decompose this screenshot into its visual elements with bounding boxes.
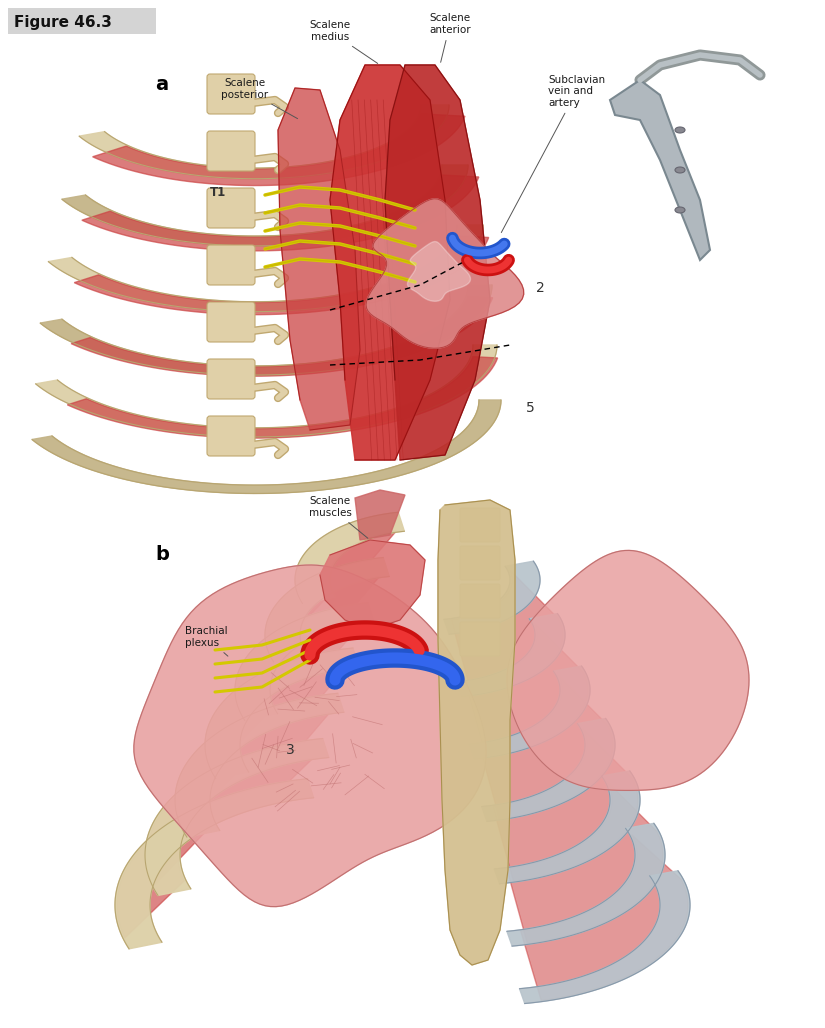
FancyBboxPatch shape <box>207 74 255 114</box>
FancyBboxPatch shape <box>460 622 500 656</box>
Text: Scalene
muscles: Scalene muscles <box>309 497 368 539</box>
Polygon shape <box>469 666 590 759</box>
Polygon shape <box>507 550 749 791</box>
Polygon shape <box>610 80 710 260</box>
Polygon shape <box>507 781 663 944</box>
Polygon shape <box>366 198 524 348</box>
Polygon shape <box>493 729 638 881</box>
Ellipse shape <box>675 127 685 133</box>
Polygon shape <box>408 242 470 301</box>
Ellipse shape <box>675 167 685 173</box>
Polygon shape <box>134 565 486 907</box>
FancyBboxPatch shape <box>460 546 500 580</box>
FancyBboxPatch shape <box>207 131 255 171</box>
Text: T1: T1 <box>210 185 226 198</box>
Polygon shape <box>521 835 688 1000</box>
Polygon shape <box>355 490 405 540</box>
Polygon shape <box>451 570 563 694</box>
FancyBboxPatch shape <box>207 188 255 228</box>
Polygon shape <box>71 296 493 376</box>
Polygon shape <box>456 614 565 697</box>
Polygon shape <box>147 712 329 885</box>
Polygon shape <box>92 114 465 185</box>
Polygon shape <box>35 345 497 437</box>
Text: Brachial
plexus: Brachial plexus <box>185 626 228 656</box>
Polygon shape <box>465 622 588 757</box>
Text: Figure 46.3: Figure 46.3 <box>14 14 112 30</box>
Text: 3: 3 <box>285 743 295 757</box>
Polygon shape <box>117 759 313 938</box>
FancyBboxPatch shape <box>460 584 500 618</box>
Polygon shape <box>520 871 690 1003</box>
Polygon shape <box>115 779 314 949</box>
Polygon shape <box>62 166 468 246</box>
Polygon shape <box>82 175 478 251</box>
FancyBboxPatch shape <box>207 245 255 285</box>
Polygon shape <box>68 357 497 438</box>
Polygon shape <box>265 557 389 662</box>
Polygon shape <box>278 88 360 430</box>
Polygon shape <box>237 577 380 712</box>
Polygon shape <box>74 235 488 315</box>
Polygon shape <box>320 540 425 630</box>
FancyBboxPatch shape <box>207 302 255 342</box>
Polygon shape <box>79 105 449 179</box>
Polygon shape <box>235 602 374 721</box>
FancyBboxPatch shape <box>460 508 500 542</box>
FancyBboxPatch shape <box>207 416 255 456</box>
Polygon shape <box>507 823 665 946</box>
Polygon shape <box>207 622 363 770</box>
Polygon shape <box>145 738 328 895</box>
Polygon shape <box>479 675 613 819</box>
Polygon shape <box>444 561 540 634</box>
Polygon shape <box>438 500 515 965</box>
Ellipse shape <box>675 207 685 213</box>
Polygon shape <box>330 65 450 460</box>
FancyBboxPatch shape <box>8 8 156 34</box>
Text: Scalene
medius: Scalene medius <box>309 21 378 64</box>
Text: Scalene
anterior: Scalene anterior <box>429 13 471 63</box>
Text: 2: 2 <box>535 281 545 295</box>
Text: Subclavian
vein and
artery: Subclavian vein and artery <box>502 75 605 232</box>
Text: 5: 5 <box>526 401 535 415</box>
Text: Scalene
posterior: Scalene posterior <box>221 78 298 118</box>
Polygon shape <box>385 65 490 460</box>
Polygon shape <box>32 400 501 493</box>
Polygon shape <box>482 719 615 821</box>
Polygon shape <box>175 693 344 837</box>
Polygon shape <box>205 648 359 778</box>
Polygon shape <box>267 531 396 655</box>
Polygon shape <box>40 285 492 375</box>
Polygon shape <box>177 667 346 828</box>
FancyBboxPatch shape <box>207 359 255 399</box>
Polygon shape <box>49 225 483 311</box>
Polygon shape <box>494 771 640 884</box>
Polygon shape <box>295 512 404 603</box>
Text: b: b <box>155 545 169 564</box>
Text: a: a <box>155 75 168 94</box>
